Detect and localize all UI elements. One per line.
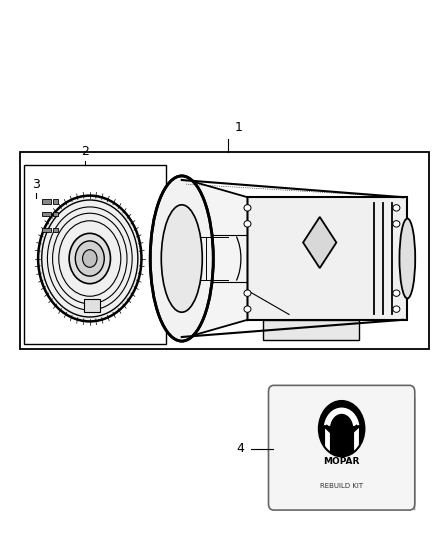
- Ellipse shape: [393, 306, 400, 312]
- Ellipse shape: [244, 290, 251, 296]
- Ellipse shape: [393, 290, 400, 296]
- Bar: [53, 228, 58, 232]
- Bar: [20, 152, 429, 349]
- Ellipse shape: [244, 221, 251, 227]
- Circle shape: [319, 401, 364, 456]
- Bar: [42, 199, 51, 204]
- Ellipse shape: [42, 200, 138, 317]
- Text: 2: 2: [81, 146, 89, 158]
- Ellipse shape: [244, 306, 251, 312]
- Ellipse shape: [75, 241, 104, 276]
- Text: MOPAR: MOPAR: [323, 457, 360, 466]
- Bar: [84, 300, 100, 312]
- Text: 3: 3: [32, 178, 40, 191]
- Ellipse shape: [161, 205, 202, 312]
- Bar: [53, 212, 58, 216]
- Ellipse shape: [150, 176, 213, 341]
- Ellipse shape: [38, 196, 141, 321]
- Polygon shape: [274, 392, 415, 398]
- Ellipse shape: [69, 233, 110, 284]
- Bar: [53, 199, 58, 204]
- Ellipse shape: [399, 219, 415, 298]
- Ellipse shape: [393, 205, 400, 211]
- Text: 4: 4: [237, 442, 244, 455]
- Polygon shape: [410, 392, 415, 510]
- Ellipse shape: [393, 221, 400, 227]
- FancyBboxPatch shape: [268, 385, 415, 510]
- Bar: [42, 212, 51, 216]
- Bar: [263, 320, 359, 340]
- Bar: [24, 165, 166, 344]
- Bar: [42, 228, 51, 232]
- Ellipse shape: [244, 205, 251, 211]
- Text: 1: 1: [234, 122, 242, 134]
- Text: REBUILD KIT: REBUILD KIT: [320, 483, 363, 489]
- Polygon shape: [182, 179, 247, 338]
- Ellipse shape: [82, 249, 97, 268]
- Polygon shape: [303, 217, 336, 268]
- Bar: [247, 197, 407, 320]
